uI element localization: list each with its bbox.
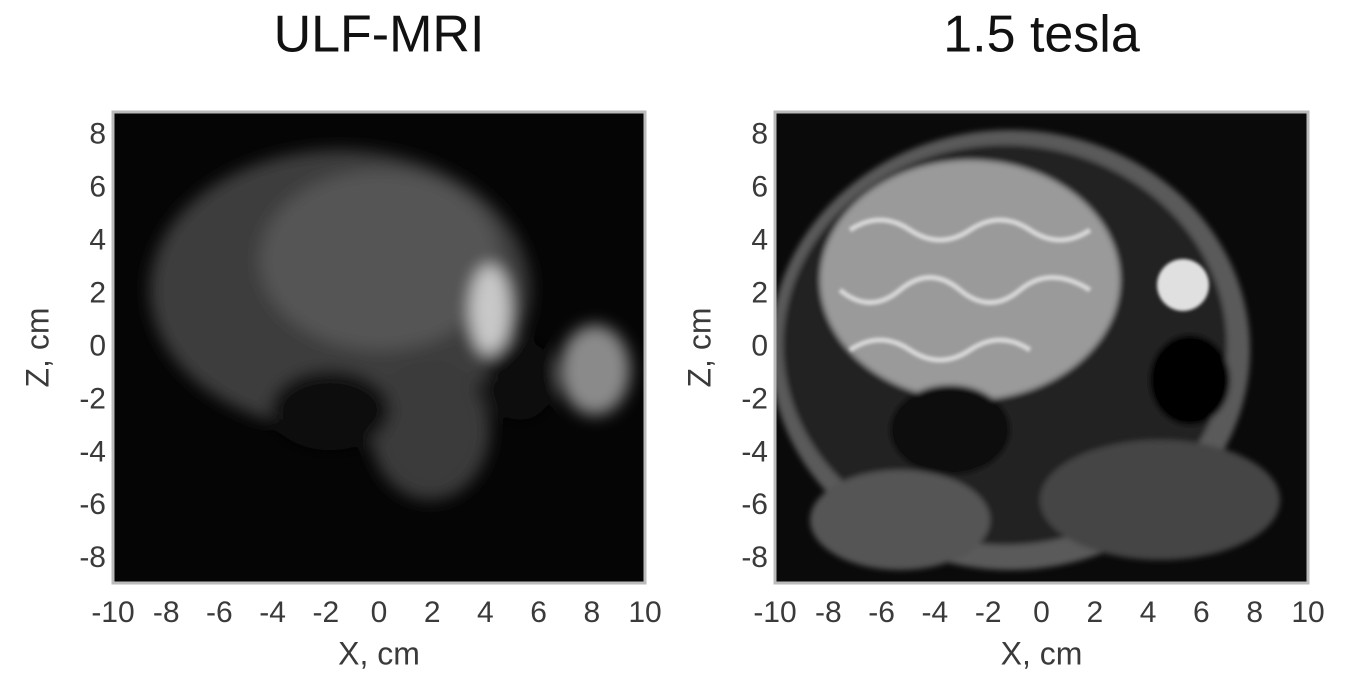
y-tick-label: -8 <box>741 541 768 574</box>
y-tick-label: 0 <box>751 329 768 362</box>
x-tick-label: -2 <box>312 596 339 629</box>
y-tick-label: -8 <box>79 541 106 574</box>
figure: ULF-MRI -10 -8 -6 -4 -2 0 2 4 6 8 10 -8 -6 -4 -2 0 2 4 6 8 X,… <box>0 0 1349 673</box>
y-tick-label: 2 <box>89 277 106 310</box>
x-tick-label: -6 <box>868 596 895 629</box>
x-tick-label: -10 <box>91 596 134 629</box>
y-tick-label: 0 <box>89 329 106 362</box>
x-tick-label: 2 <box>424 596 441 629</box>
x-tick-label: 0 <box>371 596 388 629</box>
x-tick-label: 6 <box>530 596 547 629</box>
x-tick-label: -8 <box>153 596 180 629</box>
x-tick-label: 2 <box>1086 596 1103 629</box>
x-axis-label: X, cm <box>338 635 420 671</box>
y-axis-label: Z, cm <box>681 308 717 388</box>
x-tick-label: 10 <box>1291 596 1324 629</box>
x-axis-label: X, cm <box>1001 635 1083 671</box>
y-tick-label: 8 <box>89 118 106 151</box>
x-tick-label: -8 <box>815 596 842 629</box>
x-tick-label: 8 <box>583 596 600 629</box>
y-tick-label: -4 <box>79 435 106 468</box>
y-tick-label: -2 <box>79 382 106 415</box>
y-tick-label: -2 <box>741 382 768 415</box>
y-tick-label: 4 <box>89 224 106 257</box>
x-tick-label: -10 <box>753 596 796 629</box>
x-tick-label: 6 <box>1193 596 1210 629</box>
y-axis-label: Z, cm <box>19 308 55 388</box>
y-tick-label: -6 <box>741 488 768 521</box>
x-tick-label: 4 <box>477 596 494 629</box>
panel-title: ULF-MRI <box>274 6 485 64</box>
y-tick-label: 4 <box>751 224 768 257</box>
x-tick-label: -4 <box>259 596 286 629</box>
x-tick-label: -6 <box>206 596 233 629</box>
ulf-image <box>113 112 645 583</box>
mri-image <box>770 112 1308 583</box>
y-tick-label: -6 <box>79 488 106 521</box>
y-tick-label: 8 <box>751 118 768 151</box>
x-tick-label: -2 <box>975 596 1002 629</box>
x-tick-label: 0 <box>1033 596 1050 629</box>
y-tick-label: -4 <box>741 435 768 468</box>
panel-title: 1.5 tesla <box>943 6 1140 64</box>
x-tick-label: 4 <box>1140 596 1157 629</box>
y-tick-label: 6 <box>89 171 106 204</box>
y-tick-label: 6 <box>751 171 768 204</box>
x-tick-label: 8 <box>1246 596 1263 629</box>
y-tick-label: 2 <box>751 277 768 310</box>
x-tick-label: 10 <box>628 596 661 629</box>
x-tick-label: -4 <box>922 596 949 629</box>
